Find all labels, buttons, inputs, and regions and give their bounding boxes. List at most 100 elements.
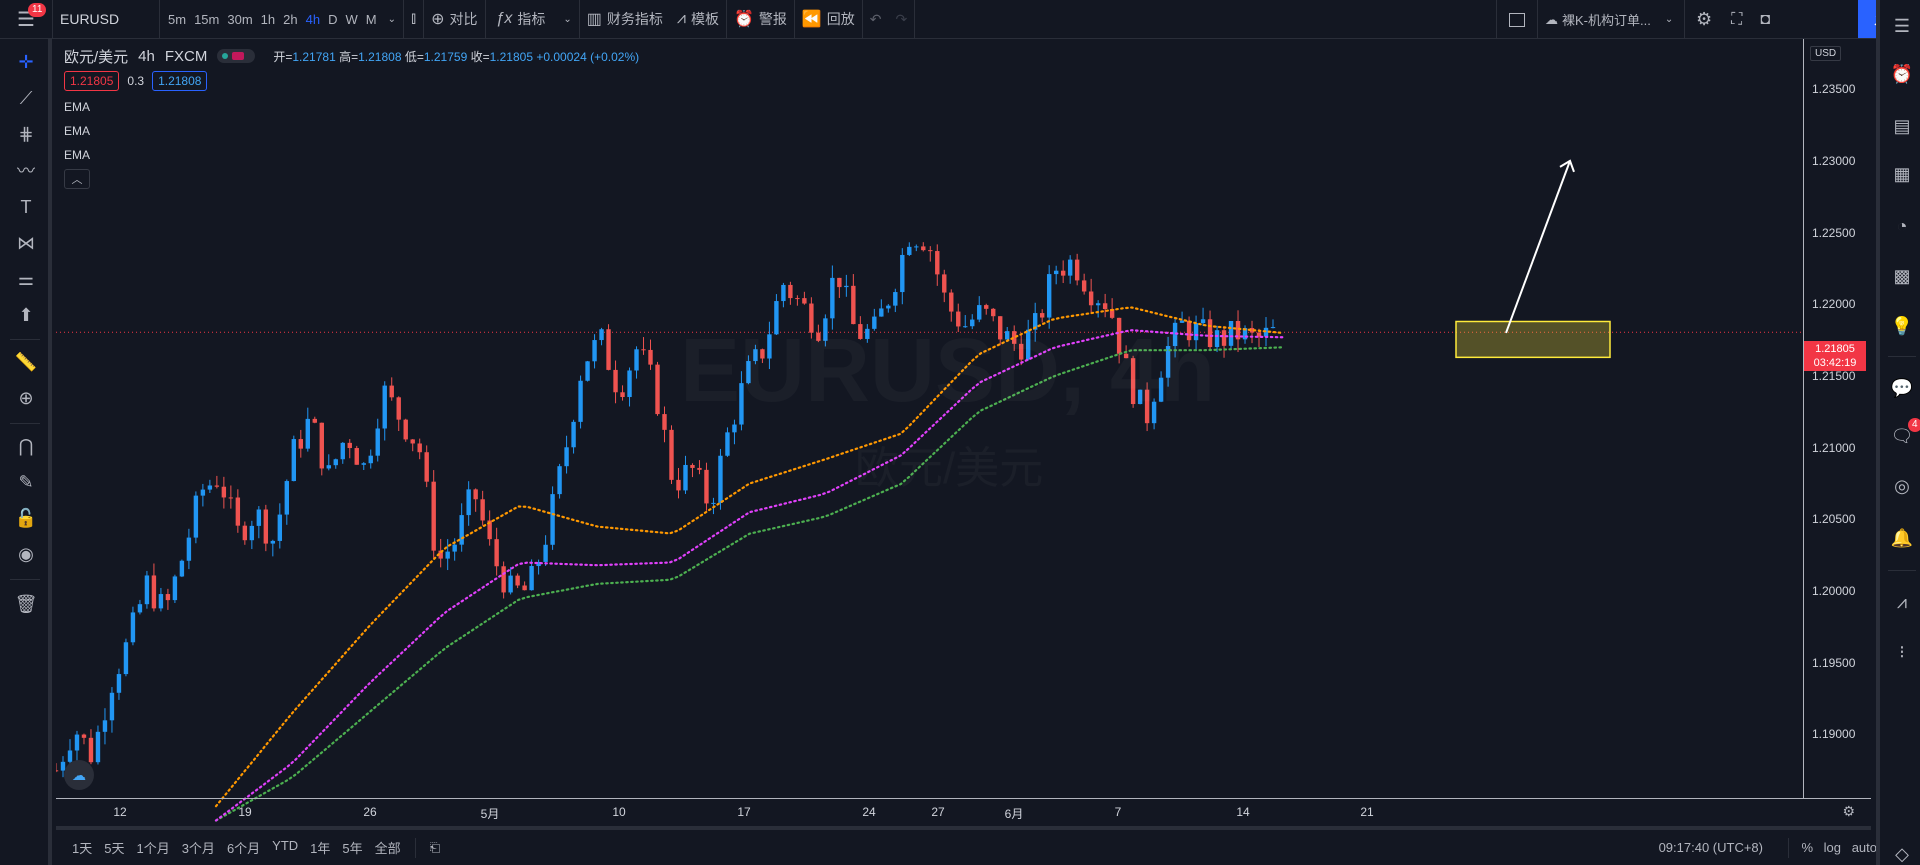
candle-body: [935, 251, 940, 275]
candle-body: [235, 497, 241, 526]
open-value: 1.21781: [292, 49, 336, 64]
data-window-button[interactable]: ▦: [1888, 160, 1916, 188]
crosshair-tool[interactable]: ✛: [13, 49, 39, 75]
hotlist-button[interactable]: ◔: [1888, 212, 1916, 240]
candle-body: [256, 509, 262, 526]
news-button[interactable]: ▤: [1888, 112, 1916, 140]
replay-button[interactable]: ⏪ 回放: [795, 0, 862, 39]
range-button[interactable]: 3个月: [181, 841, 215, 856]
range-button[interactable]: 6个月: [226, 841, 261, 856]
chats-button[interactable]: 💬: [1888, 374, 1916, 402]
interval-W[interactable]: W: [345, 11, 358, 27]
arrow-up-tool[interactable]: ⬆: [13, 302, 39, 328]
undo-button[interactable]: ↶: [863, 0, 889, 39]
chart-type-button[interactable]: ⫾: [404, 0, 423, 39]
interval-dropdown[interactable]: ⌄: [381, 0, 403, 39]
auto-scale-toggle[interactable]: auto: [1851, 840, 1877, 855]
range-button[interactable]: 5年: [342, 841, 363, 856]
streams-button[interactable]: ◎: [1888, 472, 1916, 500]
buy-button[interactable]: 1.21808: [152, 71, 208, 91]
alerts-button[interactable]: ⏰ 警报: [727, 0, 794, 39]
indicators-button[interactable]: ƒx 指标 ⌄: [486, 0, 579, 39]
candle-body: [333, 459, 338, 466]
layout-toggle-button[interactable]: [1497, 0, 1537, 39]
market-status-pill[interactable]: [217, 49, 256, 63]
candle-body: [109, 692, 115, 721]
fib-tool[interactable]: ⋕: [13, 121, 39, 147]
hide-drawings-tool[interactable]: ◉: [13, 541, 39, 567]
log-scale-toggle[interactable]: log: [1823, 840, 1841, 855]
goto-date-button[interactable]: ⎗: [424, 840, 446, 856]
snapshot-button[interactable]: ◘: [1750, 0, 1780, 39]
notifications-button[interactable]: 🔔: [1888, 524, 1916, 552]
interval-5m[interactable]: 5m: [168, 11, 187, 27]
clock[interactable]: 09:17:40 (UTC+8): [1658, 840, 1763, 855]
axis-settings-icon[interactable]: ⚙: [1842, 803, 1855, 819]
interval-30m[interactable]: 30m: [227, 11, 253, 27]
pattern-tool[interactable]: 〰: [13, 157, 39, 183]
settings-button[interactable]: ⚙: [1685, 0, 1723, 39]
expand-panel-button[interactable]: ◇: [1888, 840, 1916, 865]
interval-15m[interactable]: 15m: [194, 11, 220, 27]
chevron-down-icon: ⌄: [563, 13, 572, 25]
time-axis[interactable]: ⚙ 12 19 26 5月 10 17 24 27 6月 7 14 21: [56, 798, 1871, 825]
watchlist-button[interactable]: ☰: [1888, 12, 1916, 40]
interval-2h[interactable]: 2h: [283, 11, 298, 27]
ema-fast-line: [214, 306, 1285, 808]
percent-scale-toggle[interactable]: %: [1801, 840, 1813, 855]
layout-name-button[interactable]: ☁ 裸K-机构订单... ⌄: [1538, 0, 1684, 39]
candle-body: [277, 514, 283, 541]
remove-drawings-tool[interactable]: 🗑: [13, 591, 39, 617]
symbol-name[interactable]: 欧元/美元: [64, 48, 129, 66]
symbol-search[interactable]: EURUSD: [60, 11, 120, 27]
compare-button[interactable]: ⊕ 对比: [424, 0, 484, 39]
candle-body: [809, 303, 814, 333]
redo-button[interactable]: ↷: [889, 0, 915, 39]
trading-panel-button[interactable]: ⩘: [1888, 588, 1916, 616]
ideas-button[interactable]: 💡: [1888, 312, 1916, 340]
low-label: 低=: [404, 49, 424, 64]
range-button[interactable]: 1天: [72, 841, 93, 856]
range-buttons: 1天 5天 1个月 3个月 6个月 YTD 1年 5年 全部: [66, 838, 407, 857]
measure-lines-tool[interactable]: ⚌: [13, 266, 39, 292]
indicator-ema-2[interactable]: EMA: [64, 124, 91, 138]
prediction-tool[interactable]: ⋈: [13, 230, 39, 256]
fullscreen-button[interactable]: ⛶: [1723, 0, 1750, 39]
tradingview-logo-icon[interactable]: ☁: [64, 760, 94, 790]
text-tool[interactable]: T: [13, 194, 39, 220]
zoom-in-icon: ⊕: [18, 387, 34, 408]
redo-icon: ↷: [895, 10, 908, 27]
price-chart[interactable]: [56, 39, 1871, 825]
menu-button[interactable]: ☰ 11: [0, 0, 52, 39]
collapse-legend-button[interactable]: ︿: [64, 169, 90, 189]
templates-button[interactable]: ⩘ 模板: [670, 0, 726, 39]
price-tick: 1.21500: [1812, 368, 1856, 383]
range-button[interactable]: 1年: [310, 841, 331, 856]
alerts-panel-button[interactable]: ⏰: [1888, 60, 1916, 88]
candle-body: [627, 370, 632, 398]
range-button[interactable]: 全部: [374, 841, 401, 856]
indicator-ema-1[interactable]: EMA: [64, 100, 91, 114]
range-button[interactable]: 5天: [104, 841, 125, 856]
interval-4h[interactable]: 4h: [305, 11, 321, 27]
range-button[interactable]: 1个月: [136, 841, 170, 856]
price-axis[interactable]: 1.23500 1.23000 1.22500 1.22000 1.21500 1.210…: [1803, 39, 1871, 799]
sell-button[interactable]: 1.21805: [64, 71, 120, 91]
ruler-tool[interactable]: 📏: [13, 349, 39, 375]
range-button[interactable]: YTD: [272, 838, 299, 853]
notifications-chat-button[interactable]: 🗨: [1888, 422, 1916, 450]
financials-button[interactable]: ▥ 财务指标: [580, 0, 670, 39]
indicator-ema-3[interactable]: EMA: [64, 148, 91, 162]
zoom-tool[interactable]: ⊕: [13, 385, 39, 411]
interval-D[interactable]: D: [328, 11, 338, 27]
currency-tag[interactable]: USD: [1810, 46, 1842, 61]
dom-button[interactable]: ⁝: [1888, 638, 1916, 666]
magnet-tool[interactable]: ⋂: [13, 433, 39, 459]
trendline-tool[interactable]: ⟋: [13, 85, 39, 111]
lock-drawings-tool[interactable]: 🔓: [13, 505, 39, 531]
chart-canvas[interactable]: [56, 39, 1871, 825]
interval-M[interactable]: M: [365, 11, 377, 27]
stay-drawing-tool[interactable]: ✎: [13, 469, 39, 495]
calendar-button[interactable]: ▩: [1888, 262, 1916, 290]
interval-1h[interactable]: 1h: [260, 11, 276, 27]
